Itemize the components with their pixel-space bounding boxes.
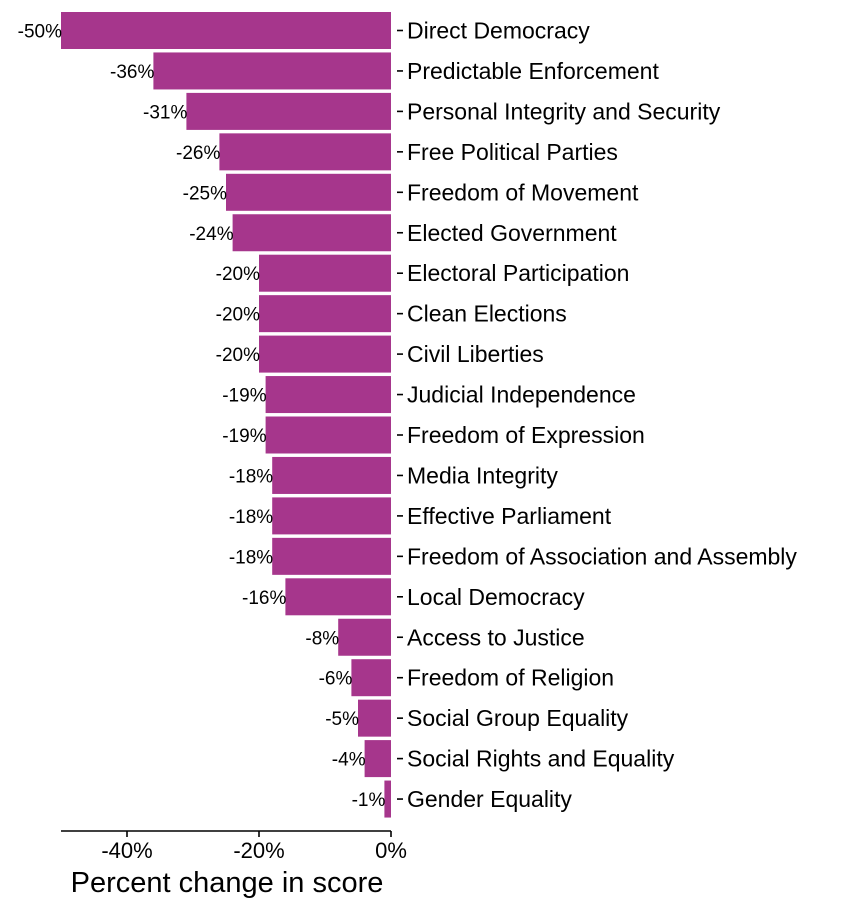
bar-11 [272, 456, 391, 494]
bar-8 [259, 335, 391, 373]
value-label-4: -25% [183, 183, 227, 204]
value-label-1: -36% [110, 62, 154, 83]
bar-15 [338, 618, 391, 656]
category-label-13: Freedom of Association and Assembly [407, 543, 797, 569]
value-label-8: -20% [216, 345, 260, 366]
value-label-10: -19% [222, 426, 266, 447]
value-label-5: -24% [189, 224, 233, 245]
category-label-10: Freedom of Expression [407, 422, 645, 448]
category-label-16: Freedom of Religion [407, 665, 614, 691]
value-label-7: -20% [216, 305, 260, 326]
bar-12 [272, 497, 391, 535]
category-label-9: Judicial Independence [407, 382, 636, 408]
category-label-2: Personal Integrity and Security [407, 98, 721, 124]
value-label-6: -20% [216, 264, 260, 285]
category-label-7: Clean Elections [407, 301, 567, 327]
bar-3 [219, 133, 391, 171]
x-tick-label-2: 0% [375, 838, 407, 863]
category-label-0: Direct Democracy [407, 18, 590, 44]
x-axis-title: Percent change in score [71, 867, 384, 898]
bar-9 [265, 376, 391, 414]
category-label-17: Social Group Equality [407, 705, 629, 731]
bar-18 [364, 740, 391, 778]
x-tick-label-0: -40% [101, 838, 152, 863]
value-label-15: -8% [305, 628, 339, 649]
x-tick-label-1: -20% [233, 838, 284, 863]
bar-14 [285, 578, 391, 616]
category-label-12: Effective Parliament [407, 503, 612, 529]
value-label-3: -26% [176, 143, 220, 164]
value-label-14: -16% [242, 588, 286, 609]
value-label-18: -4% [332, 750, 366, 771]
bar-1 [153, 52, 391, 90]
x-ticks-group: -40% -20% 0% [101, 831, 407, 863]
value-label-11: -18% [229, 466, 273, 487]
value-label-0: -50% [18, 22, 62, 43]
bar-16 [351, 659, 391, 697]
category-label-3: Free Political Parties [407, 139, 618, 165]
value-label-2: -31% [143, 102, 187, 123]
bar-6 [259, 254, 391, 292]
value-label-19: -1% [352, 790, 386, 811]
category-label-11: Media Integrity [407, 462, 558, 488]
value-label-12: -18% [229, 507, 273, 528]
category-label-5: Elected Government [407, 220, 617, 246]
bar-5 [232, 214, 391, 252]
bar-7 [259, 295, 391, 333]
bar-17 [358, 699, 391, 737]
value-label-16: -6% [319, 669, 353, 690]
value-label-9: -19% [222, 386, 266, 407]
category-label-18: Social Rights and Equality [407, 746, 675, 772]
category-label-6: Electoral Participation [407, 260, 629, 286]
value-label-13: -18% [229, 547, 273, 568]
bar-2 [186, 92, 391, 130]
bar-13 [272, 537, 391, 575]
labels-group: -50% Direct Democracy -36% Predictable Enfo… [18, 18, 798, 813]
bar-4 [226, 173, 391, 211]
category-label-1: Predictable Enforcement [407, 58, 659, 84]
category-label-19: Gender Equality [407, 786, 572, 812]
bar-19 [384, 780, 391, 818]
bar-0 [61, 12, 391, 49]
category-label-15: Access to Justice [407, 624, 585, 650]
bars-group [61, 12, 391, 818]
value-label-17: -5% [325, 709, 359, 730]
category-label-14: Local Democracy [407, 584, 585, 610]
bar-10 [265, 416, 391, 454]
category-label-8: Civil Liberties [407, 341, 544, 367]
category-label-4: Freedom of Movement [407, 179, 639, 205]
